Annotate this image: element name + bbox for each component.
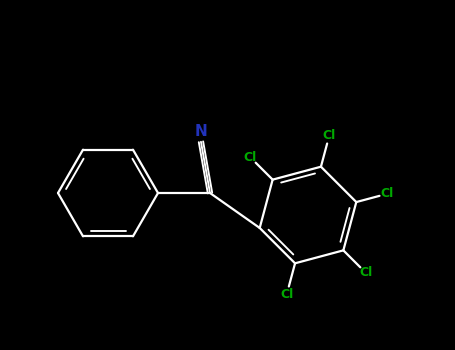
Text: Cl: Cl [243, 150, 257, 163]
Text: Cl: Cl [359, 266, 373, 280]
Text: Cl: Cl [323, 129, 336, 142]
Text: N: N [195, 124, 207, 139]
Text: Cl: Cl [280, 288, 293, 301]
Text: Cl: Cl [380, 187, 394, 200]
